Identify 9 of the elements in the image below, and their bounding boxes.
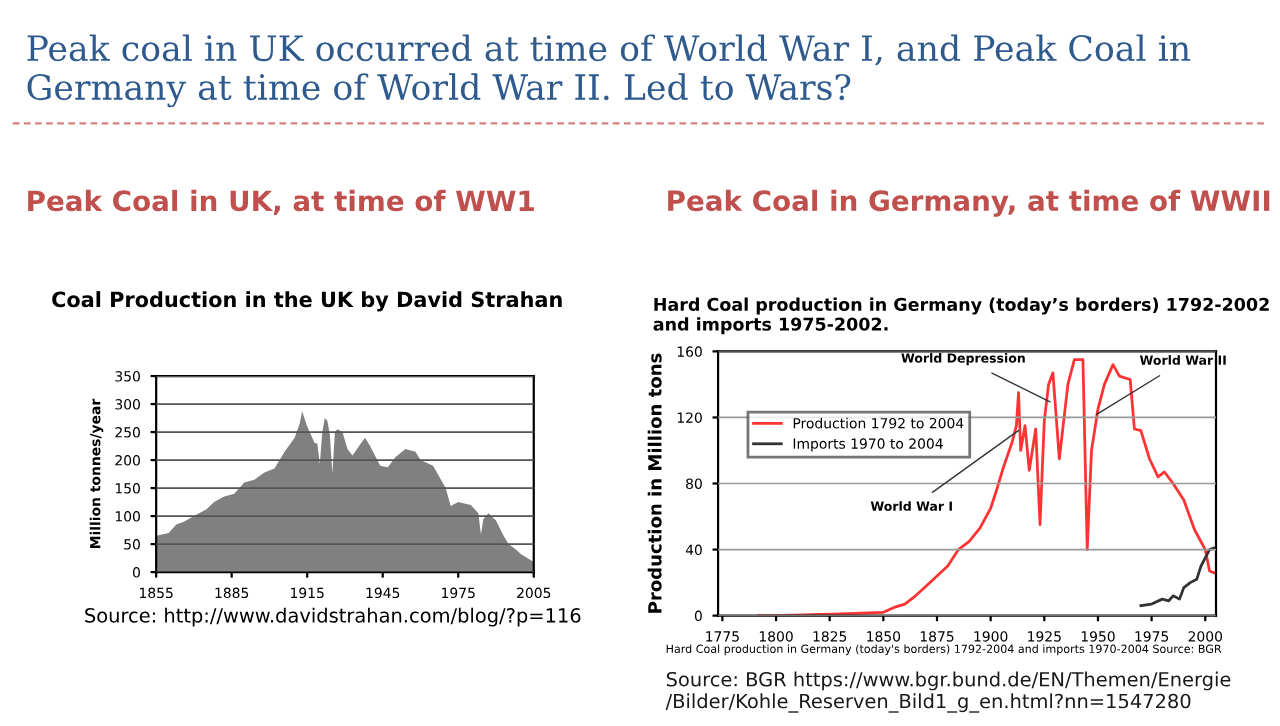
source-note: Source: BGR https://www.bgr.bund.de/EN/Themen/Energie/Bilder/Kohle_Reserven_Bild1_g_en.html?nn=1547280 — [665, 671, 1231, 713]
chart-subtitle: Peak Coal in UK, at time of WW1 — [28, 189, 534, 215]
text: Peak coal in UK occurred at time of World War I, and Peak Coal in Germany at time of World War II. Led to Wars? — [27, 34, 1191, 108]
chart-subtitle: Peak Coal in Germany, at time of WWII — [668, 189, 1270, 217]
chart-title: Hard Coal production in Germany (today’s borders) 1792-2002 and imports 1975-2002. — [653, 297, 1269, 335]
y-axis-title: Production in Million tons — [647, 353, 662, 613]
chart-title: Coal Production in the UK by David Strahan — [52, 291, 562, 312]
source-note: Source: http://www.davidstrahan.com/blog/?p=116 — [85, 607, 581, 627]
line-series — [1139, 546, 1216, 608]
